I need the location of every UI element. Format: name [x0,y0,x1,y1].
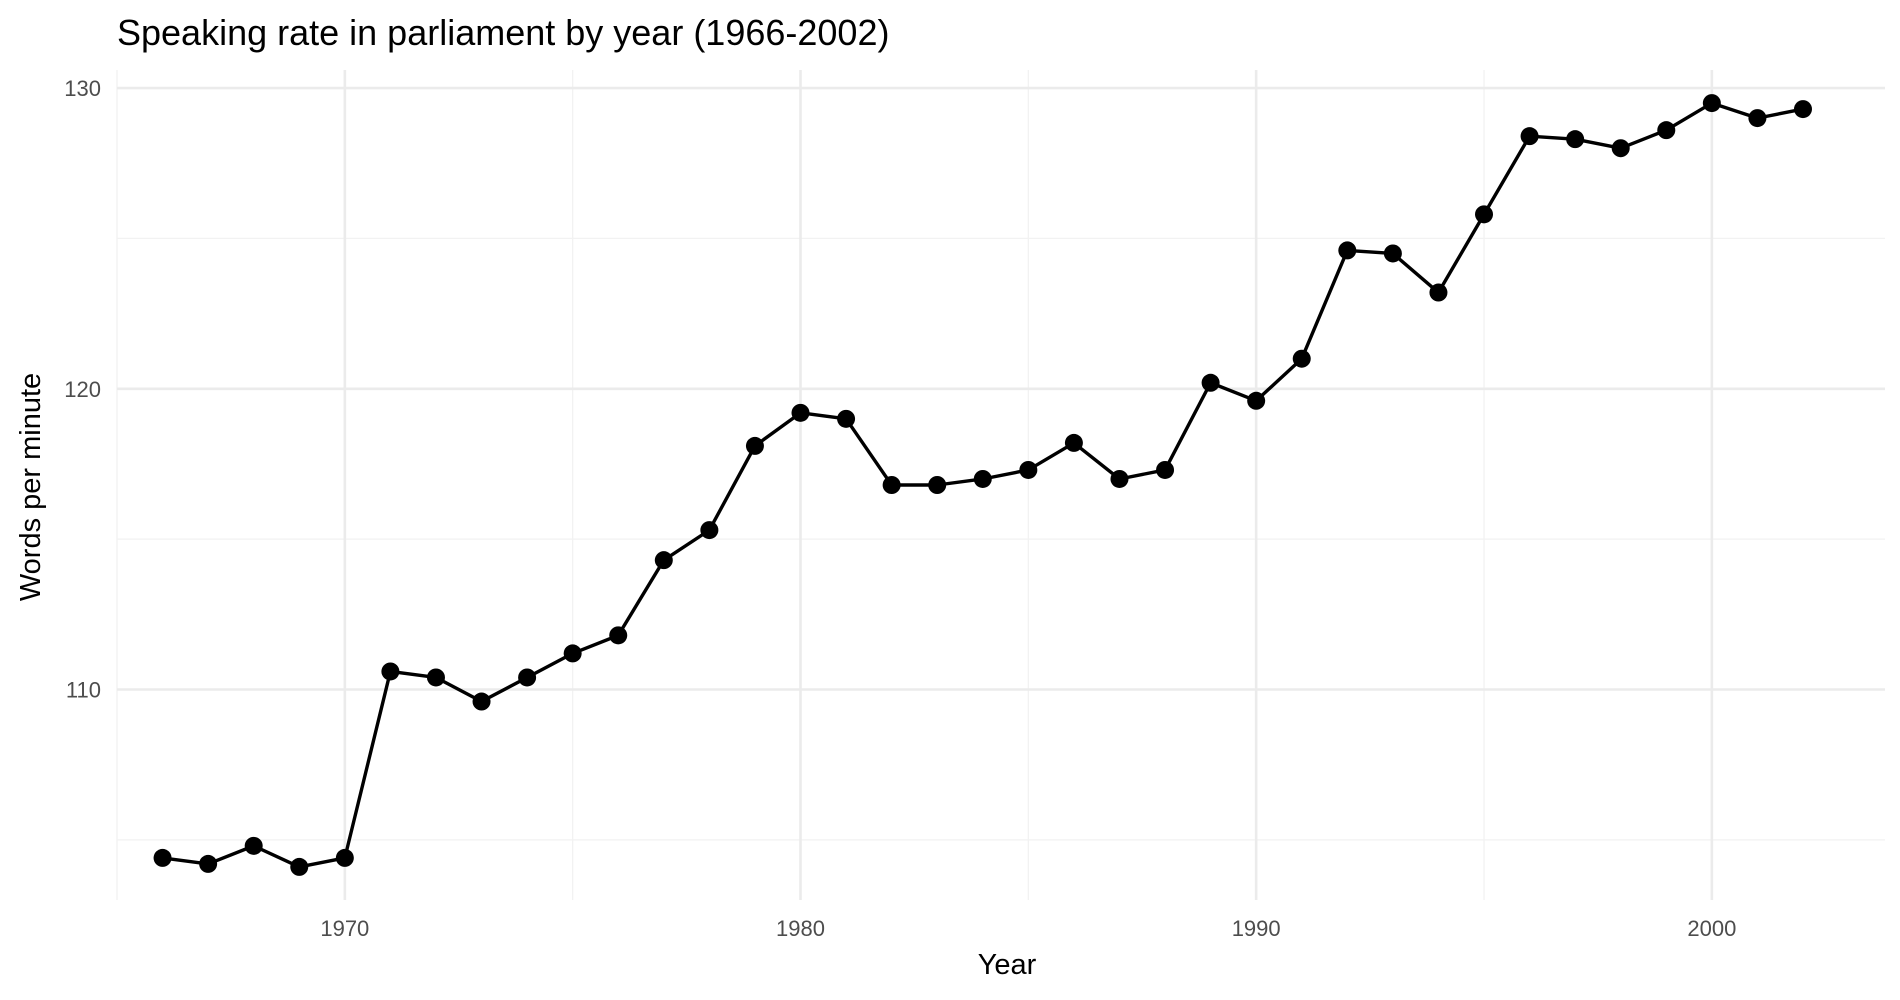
data-point [153,848,172,867]
series [153,94,1812,876]
data-point [472,692,491,711]
data-point [426,668,445,687]
data-point [791,403,810,422]
data-point [1611,139,1630,158]
y-tick-label: 120 [64,377,101,402]
data-point [1247,391,1266,410]
data-point [1793,100,1812,119]
data-point [1201,373,1220,392]
data-point [563,644,582,663]
data-point [381,662,400,681]
data-point [745,436,764,455]
data-point [700,521,719,540]
x-tick-label: 2000 [1687,916,1736,941]
data-point [244,836,263,855]
data-point [1566,130,1585,149]
data-point [837,409,856,428]
y-tick-label: 110 [66,677,101,702]
chart-title: Speaking rate in parliament by year (196… [117,12,889,53]
axis-ticks: 1970 1980 1990 2000 110 120 130 [64,76,1736,941]
data-point [1657,121,1676,140]
data-point [609,626,628,645]
y-axis-title: Words per minute [15,373,47,601]
data-point [1702,94,1721,113]
data-point [290,857,309,876]
data-point [518,668,537,687]
data-point [1156,460,1175,479]
x-axis-title: Year [978,949,1037,981]
data-point [1748,109,1767,128]
data-point [973,469,992,488]
data-point [882,476,901,494]
data-point [1110,469,1129,488]
data-point [1292,349,1311,368]
data-point [335,848,354,867]
data-point [654,551,673,570]
y-tick-label: 130 [64,76,101,101]
data-point [1019,460,1038,479]
data-point [1383,244,1402,263]
data-point [1064,433,1083,452]
data-point [1475,205,1494,224]
x-tick-label: 1980 [776,916,825,941]
grid [116,70,1885,900]
x-tick-label: 1990 [1232,916,1281,941]
data-point [1520,127,1539,146]
data-point [1338,241,1357,260]
data-point [928,476,947,494]
x-tick-label: 1970 [320,916,369,941]
data-point [199,854,218,873]
data-point [1429,283,1448,302]
